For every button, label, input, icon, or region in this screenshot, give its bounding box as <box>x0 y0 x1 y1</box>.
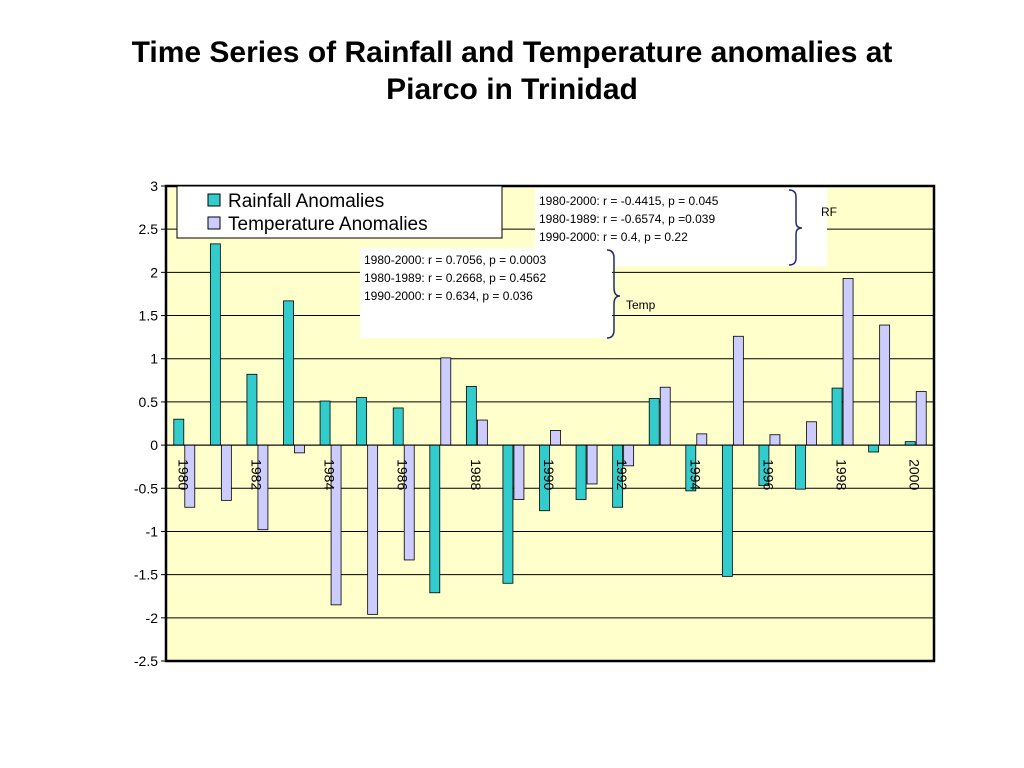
x-tick-label: 1982 <box>248 459 264 490</box>
bar-rainfall <box>356 397 368 446</box>
bar-rainfall <box>502 444 514 584</box>
bar-rainfall <box>831 387 843 446</box>
bar-rainfall <box>319 400 331 446</box>
rf-curly-brace <box>788 189 803 266</box>
legend-swatch-temperature <box>207 216 221 230</box>
x-tick-label: 1992 <box>614 459 630 490</box>
rf-stat-line: 1980-2000: r = -0.4415, p = 0.045 <box>539 194 719 208</box>
bar-temperature <box>586 444 598 485</box>
temp-label: Temp <box>626 298 656 312</box>
bars <box>173 243 927 615</box>
plot-frame <box>164 184 936 663</box>
temp-curly-brace <box>606 249 621 339</box>
y-tick-label: -1.5 <box>134 567 158 583</box>
legend-label-temperature: Temperature Anomalies <box>228 214 428 235</box>
x-tick-label: 1994 <box>687 459 703 490</box>
y-tick-label: -2 <box>146 610 159 626</box>
y-tick-label: 3 <box>150 178 158 194</box>
x-tick-label: 1986 <box>395 459 411 490</box>
bar-rainfall <box>392 407 404 446</box>
rf-label: RF <box>821 205 837 219</box>
bar-rainfall <box>648 398 660 446</box>
bar-temperature <box>367 444 379 615</box>
legend-swatch-rainfall <box>207 193 221 207</box>
y-tick-label: -1 <box>146 523 159 539</box>
bar-rainfall <box>283 300 294 446</box>
legend-label-rainfall: Rainfall Anomalies <box>228 191 384 212</box>
bar-temperature <box>806 421 817 446</box>
temp-correlation-annotation: 1980-2000: r = 0.7056, p = 0.0003 1980-1… <box>360 248 656 339</box>
y-tick-label: 2 <box>150 264 158 280</box>
bar-rainfall <box>209 243 221 446</box>
bar-rainfall <box>246 373 258 446</box>
temp-stat-line: 1980-2000: r = 0.7056, p = 0.0003 <box>364 253 546 267</box>
y-tick-label: -0.5 <box>134 480 158 496</box>
x-tick-label: 1996 <box>760 459 776 490</box>
rf-stat-line: 1990-2000: r = 0.4, p = 0.22 <box>539 230 688 244</box>
y-tick-label: 2.5 <box>139 221 159 237</box>
slide-title-line-2: Piarco in Trinidad <box>386 73 638 106</box>
y-axis-tick-labels: 3 2.5 2 1.5 1 0.5 0 -0.5 -1 -1.5 -2 -2.5 <box>134 178 158 669</box>
legend: Rainfall Anomalies Temperature Anomalies <box>176 185 503 239</box>
bar-temperature <box>294 444 305 454</box>
rf-stat-line: 1980-1989: r = -0.6574, p =0.039 <box>539 212 715 226</box>
legend-box <box>176 185 503 239</box>
x-tick-label: 1980 <box>175 459 191 490</box>
bar-temperature <box>879 324 891 446</box>
bar-rainfall <box>465 385 477 446</box>
bar-rainfall <box>795 444 806 490</box>
bar-temperature <box>476 419 488 446</box>
bar-temperature <box>915 391 927 446</box>
bar-temperature <box>513 444 525 500</box>
temp-stat-line: 1980-1989: r = 0.2668, p = 0.4562 <box>364 271 546 285</box>
y-tick-label: 0.5 <box>139 394 159 410</box>
bar-temperature <box>550 430 561 446</box>
bar-temperature <box>696 433 708 446</box>
x-tick-label: 1984 <box>322 459 338 490</box>
y-tick-label: 0 <box>150 437 158 453</box>
bar-rainfall <box>868 444 880 453</box>
temp-stats-box <box>360 248 612 338</box>
x-tick-label: 1990 <box>541 459 557 490</box>
x-tick-label: 2000 <box>907 459 923 490</box>
y-tick-label: -2.5 <box>134 653 158 669</box>
y-tick-label: 1.5 <box>139 308 159 324</box>
y-tick-label: 1 <box>150 351 158 367</box>
x-tick-label: 1998 <box>834 459 850 490</box>
x-tick-label: 1988 <box>468 459 484 490</box>
slide-title-line-1: Time Series of Rainfall and Temperature … <box>131 36 893 69</box>
bar-temperature <box>659 386 671 446</box>
bar-temperature <box>732 335 744 446</box>
temp-stat-line: 1990-2000: r = 0.634, p = 0.036 <box>364 289 533 303</box>
bar-rainfall <box>429 444 441 594</box>
bar-rainfall <box>904 441 916 446</box>
slide-title: Time Series of Rainfall and Temperature … <box>60 34 964 108</box>
bar-temperature <box>220 444 232 501</box>
bar-rainfall <box>721 444 733 577</box>
bar-temperature <box>440 357 452 446</box>
bar-temperature <box>842 278 854 446</box>
x-axis-tick-labels: 1980 1982 1984 1986 1988 1990 1992 1994 1996 1998… <box>175 459 922 490</box>
bar-temperature <box>769 434 781 446</box>
bar-rainfall <box>575 444 587 500</box>
rf-correlation-annotation: 1980-2000: r = -0.4415, p = 0.045 1980-1… <box>535 188 837 266</box>
bar-rainfall <box>173 418 185 446</box>
